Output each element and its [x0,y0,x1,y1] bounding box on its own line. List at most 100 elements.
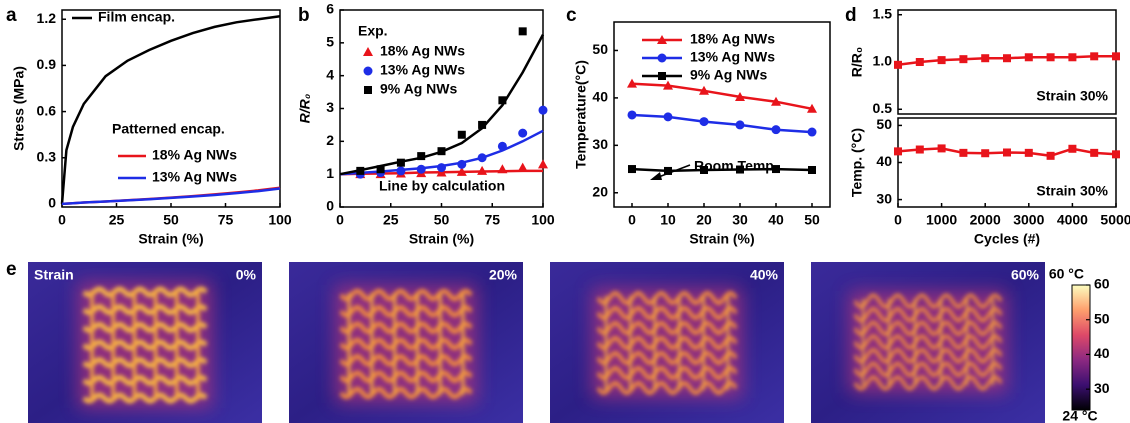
legend-title: Exp. [358,23,388,39]
marker [1068,53,1077,62]
legend-label: Film encap. [98,9,175,25]
heater-wire [853,334,1003,350]
y-tick-label: 0 [48,195,56,211]
image-label: 40% [750,267,779,283]
x-tick-label: 50 [804,212,820,228]
heater-wire [853,375,1003,391]
marker [517,162,528,172]
x-axis-label: Strain (%) [409,231,474,247]
colorbar-tick-label: 50 [1094,310,1110,326]
y-tick-label: 1 [326,165,334,181]
y-tick-label: 1.5 [873,5,893,21]
heater-wire [853,321,1003,336]
colorbar-bottom-label: 24 °C [1062,408,1097,423]
y-tick-label: 0 [326,198,334,214]
heater-wire [853,293,1003,309]
marker [1112,150,1120,159]
series-line [61,187,281,206]
series-line [60,14,281,205]
marker [497,141,507,151]
image-label: 0% [236,267,257,283]
heater-wire [82,339,208,351]
marker [1090,52,1099,61]
marker [437,163,446,173]
heater-wire [82,375,208,386]
y-tick-label: 0.5 [873,100,893,116]
y-tick-label: 0.9 [37,56,57,72]
heater-wire [339,370,473,383]
x-tick-label: 3000 [1013,212,1044,228]
marker [1090,148,1099,157]
heater-wire [339,338,473,350]
marker [356,166,365,175]
marker [664,166,672,175]
marker [538,105,548,115]
heater-wire [853,307,1003,322]
marker [498,96,507,105]
series-line [631,167,813,173]
legend-label: 13% Ag NWs [690,49,775,65]
x-tick-label: 0 [58,212,66,228]
marker [1024,148,1033,157]
x-tick-label: 100 [531,212,555,228]
x-tick-label: 5000 [1100,212,1130,228]
marker [699,85,709,95]
heater-wire [853,348,1003,363]
x-tick-label: 0 [894,212,902,228]
legend-label: 18% Ag NWs [690,31,775,47]
marker [937,56,946,65]
panel-label: b [298,5,310,26]
legend-label: 13% Ag NWs [152,169,237,185]
thermal-image [550,262,784,423]
thermal-image [28,262,262,423]
marker [915,58,924,66]
y-tick-label: 20 [592,183,608,199]
x-tick-label: 4000 [1057,212,1088,228]
legend-label: 18% Ag NWs [152,147,237,163]
heater-wire [596,291,738,305]
marker [497,164,508,174]
panel-label: d [845,5,857,26]
marker [628,165,636,174]
heater-wire [339,387,473,399]
x-tick-label: 75 [484,212,500,228]
y-tick-label: 1.2 [37,10,57,26]
marker [457,159,467,169]
y-axis-label: Stress (MPa) [11,66,27,151]
legend-swatch [657,35,667,44]
heater-wire [596,306,738,320]
heater-wire [596,366,738,380]
y-axis-label: R/R₀ [849,47,865,77]
legend-label: 13% Ag NWs [380,62,465,78]
colorbar-top-label: 60 °C [1049,266,1084,282]
thermal-image [289,262,523,423]
marker [437,147,446,156]
marker [894,147,902,156]
legend-swatch [657,53,667,63]
marker [396,158,405,167]
marker [807,127,817,137]
marker [416,164,426,174]
x-tick-label: 100 [268,212,292,228]
marker [1046,151,1055,160]
series-line [631,82,813,111]
y-tick-label: 0.3 [37,148,57,164]
marker [663,112,673,122]
y-axis-label: Temp. (°C) [849,128,865,197]
marker [417,152,426,161]
y-tick-label: 6 [326,1,334,17]
x-tick-label: 0 [628,212,636,228]
marker [771,125,781,135]
y-tick-label: 0.6 [37,102,57,118]
x-tick-label: 25 [109,212,125,228]
heater-wire [82,392,208,404]
legend-label: 18% Ag NWs [380,43,465,59]
y-tick-label: 5 [326,34,334,50]
heater-wire [339,289,473,301]
x-tick-label: 25 [383,212,399,228]
image-label: 20% [489,267,518,283]
x-tick-label: 50 [163,212,179,228]
marker [627,78,637,88]
marker [807,103,817,113]
